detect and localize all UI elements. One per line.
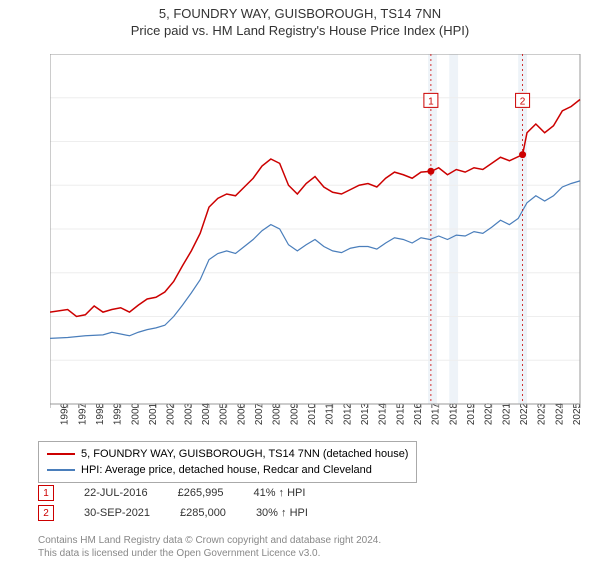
svg-text:2005: 2005 <box>219 402 230 425</box>
svg-text:1995: 1995 <box>50 402 53 425</box>
chart-plot: £0£50K£100K£150K£200K£250K£300K£350K£400… <box>50 54 590 444</box>
footer-line2: This data is licensed under the Open Gov… <box>38 547 381 560</box>
svg-text:2000: 2000 <box>130 402 141 425</box>
svg-text:2007: 2007 <box>254 402 265 425</box>
svg-text:2025: 2025 <box>572 402 583 425</box>
legend-label: 5, FOUNDRY WAY, GUISBOROUGH, TS14 7NN (d… <box>81 448 408 460</box>
legend: 5, FOUNDRY WAY, GUISBOROUGH, TS14 7NN (d… <box>38 441 417 483</box>
sale-marker-1-icon: 1 <box>38 485 54 501</box>
svg-text:2021: 2021 <box>501 402 512 425</box>
svg-text:2011: 2011 <box>325 403 336 425</box>
svg-text:2018: 2018 <box>448 402 459 425</box>
svg-text:2023: 2023 <box>537 402 548 425</box>
svg-text:2016: 2016 <box>413 402 424 425</box>
sale-price: £265,995 <box>178 487 224 499</box>
legend-swatch <box>47 469 75 471</box>
sale-price: £285,000 <box>180 507 226 519</box>
footer-line1: Contains HM Land Registry data © Crown c… <box>38 534 381 547</box>
svg-text:2008: 2008 <box>272 402 283 425</box>
sale-row-2: 2 30-SEP-2021 £285,000 30% ↑ HPI <box>38 504 308 522</box>
sale-date: 22-JUL-2016 <box>84 487 148 499</box>
svg-text:2001: 2001 <box>148 402 159 425</box>
svg-text:1997: 1997 <box>77 402 88 425</box>
svg-text:1: 1 <box>428 96 434 107</box>
svg-text:2019: 2019 <box>466 402 477 425</box>
svg-text:1999: 1999 <box>113 402 124 425</box>
legend-row: HPI: Average price, detached house, Redc… <box>47 462 408 478</box>
svg-text:2024: 2024 <box>554 402 565 425</box>
sale-marker-2-icon: 2 <box>38 505 54 521</box>
svg-text:2009: 2009 <box>289 402 300 425</box>
svg-text:2: 2 <box>520 96 526 107</box>
sale-delta: 41% ↑ HPI <box>253 487 305 499</box>
svg-text:2004: 2004 <box>201 402 212 425</box>
sale-row-1: 1 22-JUL-2016 £265,995 41% ↑ HPI <box>38 484 305 502</box>
chart-container: 5, FOUNDRY WAY, GUISBOROUGH, TS14 7NN Pr… <box>0 6 600 566</box>
svg-text:2002: 2002 <box>166 402 177 425</box>
svg-text:2020: 2020 <box>484 402 495 425</box>
svg-text:2010: 2010 <box>307 402 318 425</box>
chart-title-sub: Price paid vs. HM Land Registry's House … <box>0 23 600 38</box>
svg-text:2013: 2013 <box>360 402 371 425</box>
svg-text:1998: 1998 <box>95 402 106 425</box>
svg-text:2012: 2012 <box>342 402 353 425</box>
svg-text:1996: 1996 <box>60 402 71 425</box>
legend-swatch <box>47 453 75 455</box>
legend-row: 5, FOUNDRY WAY, GUISBOROUGH, TS14 7NN (d… <box>47 446 408 462</box>
svg-text:2003: 2003 <box>183 402 194 425</box>
svg-text:2017: 2017 <box>431 402 442 425</box>
footer: Contains HM Land Registry data © Crown c… <box>38 534 381 560</box>
sale-delta: 30% ↑ HPI <box>256 507 308 519</box>
chart-title-address: 5, FOUNDRY WAY, GUISBOROUGH, TS14 7NN <box>0 6 600 21</box>
svg-text:2014: 2014 <box>378 402 389 425</box>
svg-text:2006: 2006 <box>236 402 247 425</box>
svg-text:2022: 2022 <box>519 402 530 425</box>
legend-label: HPI: Average price, detached house, Redc… <box>81 464 372 476</box>
sale-date: 30-SEP-2021 <box>84 507 150 519</box>
svg-text:2015: 2015 <box>395 402 406 425</box>
